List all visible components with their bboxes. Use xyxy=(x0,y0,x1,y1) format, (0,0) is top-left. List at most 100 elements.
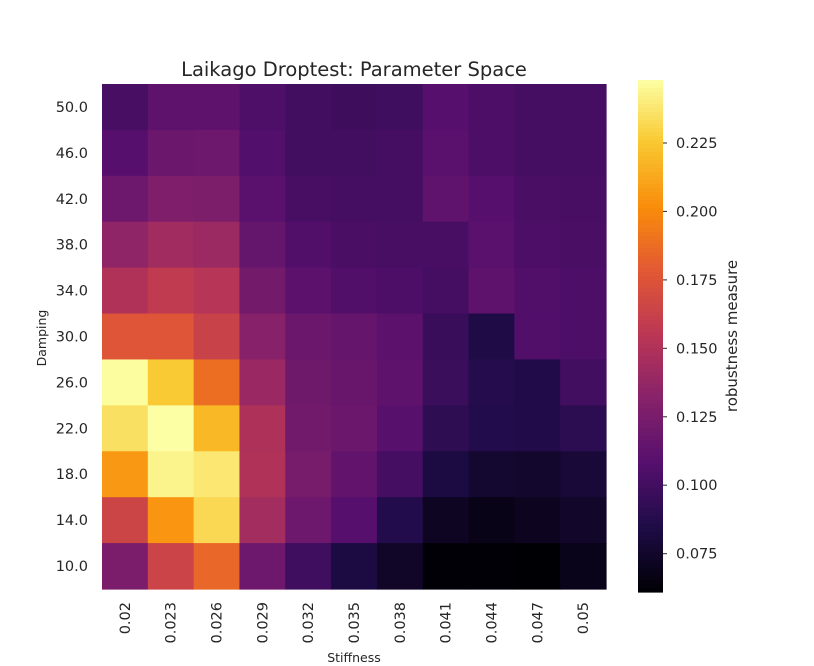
heatmap-cell xyxy=(239,175,286,223)
colorbar-segment xyxy=(638,104,663,109)
colorbar-segment xyxy=(638,560,663,565)
heatmap-cell xyxy=(102,267,149,315)
colorbar-segment xyxy=(638,312,663,317)
x-tick-label: 0.026 xyxy=(210,602,226,644)
heatmap-cell xyxy=(285,129,332,177)
heatmap-cell xyxy=(422,129,470,177)
y-tick-label: 34.0 xyxy=(56,284,88,300)
heatmap-cell xyxy=(468,451,515,498)
colorbar-segment xyxy=(638,524,663,529)
heatmap-cell xyxy=(193,313,241,361)
colorbar-segment xyxy=(638,460,663,465)
heatmap-cell xyxy=(147,405,195,452)
heatmap-cell xyxy=(422,221,470,269)
colorbar-tick-label: 0.200 xyxy=(676,204,718,220)
heatmap-cell xyxy=(102,221,149,269)
colorbar-segment xyxy=(638,356,663,361)
heatmap-cell xyxy=(239,313,286,361)
heatmap-cell xyxy=(331,267,378,315)
y-tick-label: 18.0 xyxy=(56,467,88,483)
y-tick-label: 46.0 xyxy=(56,146,88,162)
colorbar-segment xyxy=(638,116,663,121)
colorbar-segment xyxy=(638,588,663,593)
heatmap-cell xyxy=(102,405,149,452)
heatmap-cell xyxy=(514,313,561,361)
heatmap-cell xyxy=(147,221,195,269)
heatmap-cell xyxy=(239,543,286,590)
heatmap-cell xyxy=(331,221,378,269)
colorbar-segment xyxy=(638,576,663,581)
colorbar-segment xyxy=(638,388,663,393)
colorbar-segment xyxy=(638,520,663,525)
heatmap-cell xyxy=(422,405,470,452)
y-tick-label: 38.0 xyxy=(56,238,88,254)
colorbar-segment xyxy=(638,188,663,193)
heatmap-cell xyxy=(514,129,561,177)
heatmap-cell xyxy=(560,451,607,498)
heatmap-cell xyxy=(102,129,149,177)
heatmap-cell xyxy=(468,84,515,131)
heatmap-cell xyxy=(376,267,424,315)
heatmap-cell xyxy=(376,221,424,269)
heatmap-cell xyxy=(239,497,286,544)
colorbar-segment xyxy=(638,84,663,89)
colorbar-segment xyxy=(638,288,663,293)
heatmap-cell xyxy=(285,451,332,498)
heatmap-cell xyxy=(239,359,286,406)
y-tick-label: 50.0 xyxy=(56,100,88,116)
heatmap-cell xyxy=(285,221,332,269)
heatmap-cell xyxy=(468,405,515,452)
colorbar-segment xyxy=(638,176,663,181)
x-tick-label: 0.041 xyxy=(439,602,455,644)
heatmap-cell xyxy=(285,267,332,315)
colorbar-segment xyxy=(638,344,663,349)
heatmap-cell xyxy=(331,175,378,223)
y-tick-label: 42.0 xyxy=(56,192,88,208)
heatmap-cell xyxy=(331,451,378,498)
colorbar-segment xyxy=(638,548,663,553)
heatmap-cell xyxy=(193,129,241,177)
heatmap-cell xyxy=(239,221,286,269)
colorbar-segment xyxy=(638,180,663,185)
colorbar-segment xyxy=(638,128,663,133)
heatmap-cell xyxy=(331,84,378,131)
colorbar-segment xyxy=(638,316,663,321)
colorbar-segment xyxy=(638,464,663,469)
colorbar-segment xyxy=(638,184,663,189)
heatmap-cell xyxy=(239,451,286,498)
colorbar-segment xyxy=(638,428,663,433)
heatmap-cell xyxy=(422,175,470,223)
colorbar-segment xyxy=(638,276,663,281)
heatmap-cell xyxy=(560,543,607,590)
heatmap-cell xyxy=(376,175,424,223)
y-tick-label: 14.0 xyxy=(56,513,88,529)
colorbar-segment xyxy=(638,488,663,493)
heatmap-cell xyxy=(285,359,332,406)
colorbar-tick-label: 0.075 xyxy=(676,547,718,563)
heatmap-cell xyxy=(468,129,515,177)
y-tick-label: 30.0 xyxy=(56,330,88,346)
heatmap-cell xyxy=(560,84,607,131)
heatmap-cell xyxy=(331,129,378,177)
heatmap-cell xyxy=(193,497,241,544)
colorbar-segment xyxy=(638,248,663,253)
colorbar-segment xyxy=(638,432,663,437)
heatmap-cell xyxy=(285,497,332,544)
x-tick-label: 0.035 xyxy=(347,602,363,644)
colorbar-segment xyxy=(638,236,663,241)
heatmap-cell xyxy=(560,129,607,177)
heatmap-cell xyxy=(422,497,470,544)
colorbar-segment xyxy=(638,156,663,161)
x-tick-label: 0.02 xyxy=(118,602,134,634)
colorbar-segment xyxy=(638,132,663,137)
colorbar-segment xyxy=(638,336,663,341)
heatmap-cell xyxy=(376,359,424,406)
colorbar-segment xyxy=(638,256,663,261)
colorbar-tick-label: 0.225 xyxy=(676,136,718,152)
colorbar-segment xyxy=(638,96,663,101)
heatmap-cell xyxy=(331,405,378,452)
colorbar-segment xyxy=(638,472,663,477)
heatmap-cell xyxy=(102,451,149,498)
heatmap-cell xyxy=(468,175,515,223)
colorbar-segment xyxy=(638,544,663,549)
